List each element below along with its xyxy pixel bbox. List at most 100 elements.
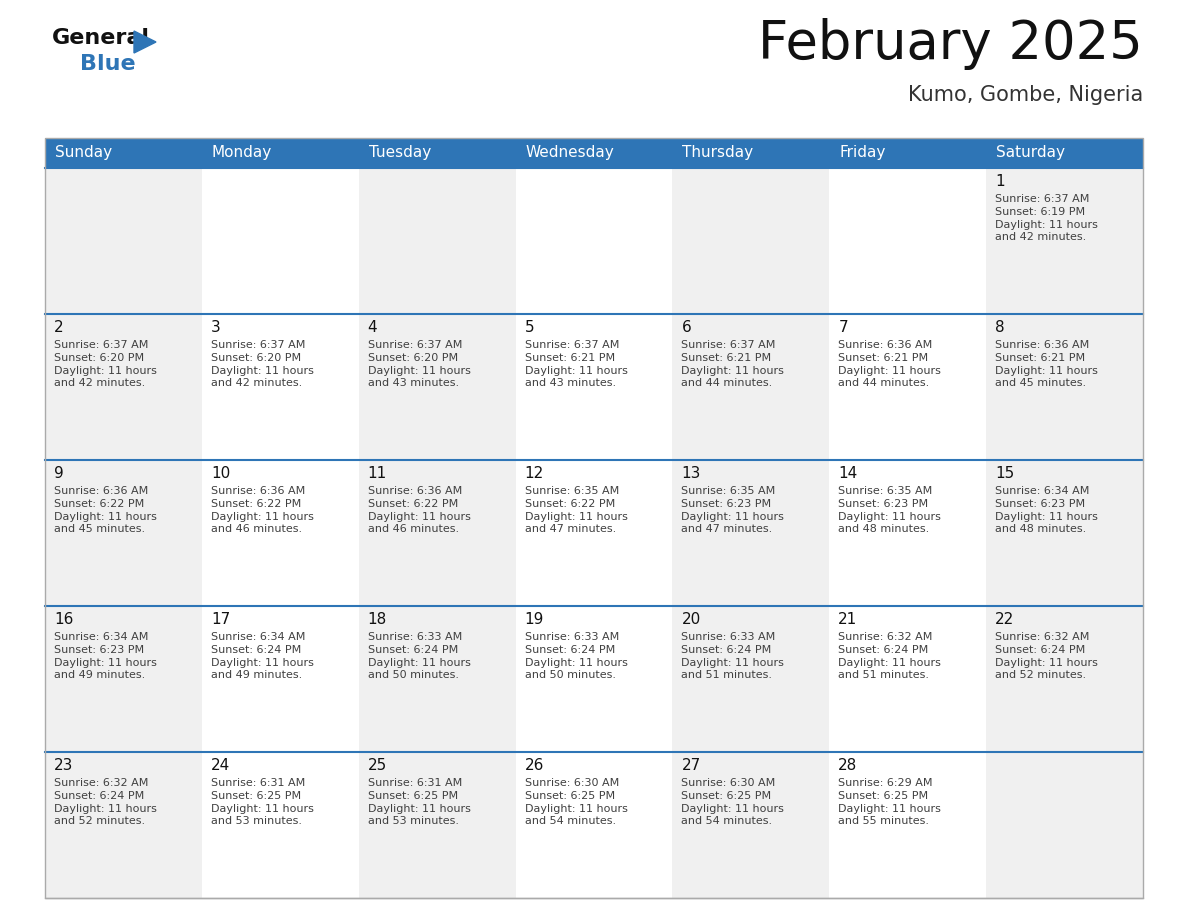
Text: Sunrise: 6:37 AM
Sunset: 6:19 PM
Daylight: 11 hours
and 42 minutes.: Sunrise: 6:37 AM Sunset: 6:19 PM Dayligh…	[996, 194, 1098, 242]
Text: Sunrise: 6:32 AM
Sunset: 6:24 PM
Daylight: 11 hours
and 52 minutes.: Sunrise: 6:32 AM Sunset: 6:24 PM Dayligh…	[996, 632, 1098, 680]
Bar	[45, 752, 202, 898]
Text: 9: 9	[53, 466, 64, 481]
Text: 2: 2	[53, 320, 64, 335]
Text: Monday: Monday	[211, 145, 272, 161]
Bar	[986, 752, 1143, 898]
Bar	[45, 606, 202, 752]
Text: 23: 23	[53, 758, 74, 773]
Text: 11: 11	[368, 466, 387, 481]
Text: 3: 3	[210, 320, 221, 335]
Bar	[672, 752, 829, 898]
Bar	[202, 314, 359, 460]
Bar	[986, 606, 1143, 752]
Bar	[45, 138, 1143, 898]
Bar	[45, 138, 202, 168]
Bar	[359, 138, 516, 168]
Bar	[359, 314, 516, 460]
Text: 17: 17	[210, 612, 230, 627]
Text: Sunrise: 6:33 AM
Sunset: 6:24 PM
Daylight: 11 hours
and 50 minutes.: Sunrise: 6:33 AM Sunset: 6:24 PM Dayligh…	[525, 632, 627, 680]
Bar	[672, 460, 829, 606]
Text: Thursday: Thursday	[682, 145, 753, 161]
Text: Sunday: Sunday	[55, 145, 112, 161]
Text: Sunrise: 6:33 AM
Sunset: 6:24 PM
Daylight: 11 hours
and 51 minutes.: Sunrise: 6:33 AM Sunset: 6:24 PM Dayligh…	[682, 632, 784, 680]
Bar	[986, 314, 1143, 460]
Text: 28: 28	[839, 758, 858, 773]
Bar	[516, 606, 672, 752]
Bar	[829, 606, 986, 752]
Text: Sunrise: 6:34 AM
Sunset: 6:23 PM
Daylight: 11 hours
and 49 minutes.: Sunrise: 6:34 AM Sunset: 6:23 PM Dayligh…	[53, 632, 157, 680]
Text: 14: 14	[839, 466, 858, 481]
Bar	[359, 606, 516, 752]
Text: Sunrise: 6:34 AM
Sunset: 6:24 PM
Daylight: 11 hours
and 49 minutes.: Sunrise: 6:34 AM Sunset: 6:24 PM Dayligh…	[210, 632, 314, 680]
Text: 19: 19	[525, 612, 544, 627]
Text: Wednesday: Wednesday	[525, 145, 614, 161]
Bar	[829, 314, 986, 460]
Text: 4: 4	[368, 320, 378, 335]
Text: Sunrise: 6:35 AM
Sunset: 6:23 PM
Daylight: 11 hours
and 47 minutes.: Sunrise: 6:35 AM Sunset: 6:23 PM Dayligh…	[682, 486, 784, 534]
Text: 24: 24	[210, 758, 230, 773]
Bar	[516, 314, 672, 460]
Bar	[516, 460, 672, 606]
Text: Sunrise: 6:36 AM
Sunset: 6:21 PM
Daylight: 11 hours
and 44 minutes.: Sunrise: 6:36 AM Sunset: 6:21 PM Dayligh…	[839, 340, 941, 388]
Text: 10: 10	[210, 466, 230, 481]
Text: Sunrise: 6:32 AM
Sunset: 6:24 PM
Daylight: 11 hours
and 52 minutes.: Sunrise: 6:32 AM Sunset: 6:24 PM Dayligh…	[53, 778, 157, 826]
Text: 13: 13	[682, 466, 701, 481]
Text: 15: 15	[996, 466, 1015, 481]
Text: Sunrise: 6:30 AM
Sunset: 6:25 PM
Daylight: 11 hours
and 54 minutes.: Sunrise: 6:30 AM Sunset: 6:25 PM Dayligh…	[525, 778, 627, 826]
Text: Sunrise: 6:36 AM
Sunset: 6:22 PM
Daylight: 11 hours
and 45 minutes.: Sunrise: 6:36 AM Sunset: 6:22 PM Dayligh…	[53, 486, 157, 534]
Bar	[986, 138, 1143, 168]
Text: Sunrise: 6:36 AM
Sunset: 6:22 PM
Daylight: 11 hours
and 46 minutes.: Sunrise: 6:36 AM Sunset: 6:22 PM Dayligh…	[210, 486, 314, 534]
Text: Kumo, Gombe, Nigeria: Kumo, Gombe, Nigeria	[908, 85, 1143, 105]
Bar	[45, 314, 202, 460]
Bar	[359, 752, 516, 898]
Bar	[202, 460, 359, 606]
Bar	[672, 606, 829, 752]
Bar	[672, 168, 829, 314]
Text: Sunrise: 6:32 AM
Sunset: 6:24 PM
Daylight: 11 hours
and 51 minutes.: Sunrise: 6:32 AM Sunset: 6:24 PM Dayligh…	[839, 632, 941, 680]
Text: Sunrise: 6:35 AM
Sunset: 6:22 PM
Daylight: 11 hours
and 47 minutes.: Sunrise: 6:35 AM Sunset: 6:22 PM Dayligh…	[525, 486, 627, 534]
Bar	[986, 168, 1143, 314]
Bar	[45, 168, 202, 314]
Text: Sunrise: 6:37 AM
Sunset: 6:20 PM
Daylight: 11 hours
and 42 minutes.: Sunrise: 6:37 AM Sunset: 6:20 PM Dayligh…	[210, 340, 314, 388]
Text: Sunrise: 6:29 AM
Sunset: 6:25 PM
Daylight: 11 hours
and 55 minutes.: Sunrise: 6:29 AM Sunset: 6:25 PM Dayligh…	[839, 778, 941, 826]
Text: 18: 18	[368, 612, 387, 627]
Bar	[45, 460, 202, 606]
Text: 12: 12	[525, 466, 544, 481]
Text: 20: 20	[682, 612, 701, 627]
Text: Sunrise: 6:31 AM
Sunset: 6:25 PM
Daylight: 11 hours
and 53 minutes.: Sunrise: 6:31 AM Sunset: 6:25 PM Dayligh…	[210, 778, 314, 826]
Bar	[829, 460, 986, 606]
Bar	[829, 138, 986, 168]
Bar	[202, 606, 359, 752]
Polygon shape	[134, 31, 156, 53]
Text: 5: 5	[525, 320, 535, 335]
Bar	[359, 168, 516, 314]
Text: February 2025: February 2025	[758, 18, 1143, 70]
Text: Sunrise: 6:37 AM
Sunset: 6:20 PM
Daylight: 11 hours
and 43 minutes.: Sunrise: 6:37 AM Sunset: 6:20 PM Dayligh…	[368, 340, 470, 388]
Text: 27: 27	[682, 758, 701, 773]
Text: Sunrise: 6:30 AM
Sunset: 6:25 PM
Daylight: 11 hours
and 54 minutes.: Sunrise: 6:30 AM Sunset: 6:25 PM Dayligh…	[682, 778, 784, 826]
Text: Sunrise: 6:35 AM
Sunset: 6:23 PM
Daylight: 11 hours
and 48 minutes.: Sunrise: 6:35 AM Sunset: 6:23 PM Dayligh…	[839, 486, 941, 534]
Text: 7: 7	[839, 320, 848, 335]
Bar	[359, 460, 516, 606]
Bar	[986, 460, 1143, 606]
Text: 25: 25	[368, 758, 387, 773]
Text: Sunrise: 6:34 AM
Sunset: 6:23 PM
Daylight: 11 hours
and 48 minutes.: Sunrise: 6:34 AM Sunset: 6:23 PM Dayligh…	[996, 486, 1098, 534]
Bar	[829, 168, 986, 314]
Text: 21: 21	[839, 612, 858, 627]
Text: 26: 26	[525, 758, 544, 773]
Text: Blue: Blue	[80, 54, 135, 74]
Text: Saturday: Saturday	[997, 145, 1066, 161]
Text: Sunrise: 6:36 AM
Sunset: 6:22 PM
Daylight: 11 hours
and 46 minutes.: Sunrise: 6:36 AM Sunset: 6:22 PM Dayligh…	[368, 486, 470, 534]
Text: General: General	[52, 28, 150, 48]
Bar	[672, 138, 829, 168]
Text: Sunrise: 6:31 AM
Sunset: 6:25 PM
Daylight: 11 hours
and 53 minutes.: Sunrise: 6:31 AM Sunset: 6:25 PM Dayligh…	[368, 778, 470, 826]
Text: Sunrise: 6:37 AM
Sunset: 6:21 PM
Daylight: 11 hours
and 44 minutes.: Sunrise: 6:37 AM Sunset: 6:21 PM Dayligh…	[682, 340, 784, 388]
Text: Sunrise: 6:37 AM
Sunset: 6:20 PM
Daylight: 11 hours
and 42 minutes.: Sunrise: 6:37 AM Sunset: 6:20 PM Dayligh…	[53, 340, 157, 388]
Bar	[516, 752, 672, 898]
Bar	[202, 168, 359, 314]
Bar	[672, 314, 829, 460]
Text: 22: 22	[996, 612, 1015, 627]
Bar	[202, 752, 359, 898]
Bar	[202, 138, 359, 168]
Text: 1: 1	[996, 174, 1005, 189]
